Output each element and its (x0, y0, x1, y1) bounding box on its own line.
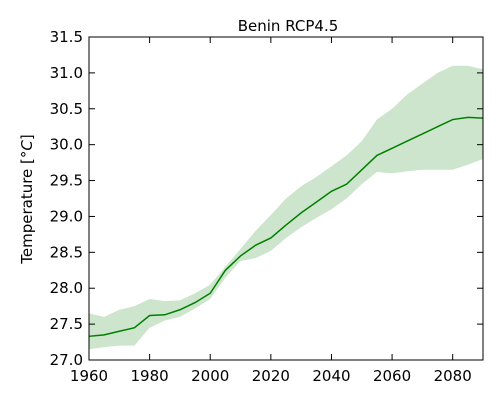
chart-title: Benin RCP4.5 (238, 17, 339, 35)
y-tick-label: 29.0 (50, 207, 83, 225)
x-tick-label: 2020 (252, 367, 290, 385)
uncertainty-band (89, 65, 483, 350)
y-tick-label: 30.5 (50, 100, 83, 118)
axis-ticks: 1960 1980 2000 2020 2040 2060 2080 27.0 27.5 28.0… (50, 28, 483, 385)
y-axis-label-unit: °C (18, 140, 36, 159)
x-tick-label: 2000 (191, 367, 229, 385)
x-tick-label: 2060 (373, 367, 411, 385)
y-tick-label: 27.5 (50, 315, 83, 333)
y-axis-label: Temperature [°C] (18, 134, 36, 264)
y-tick-label: 31.5 (50, 28, 83, 46)
y-tick-label: 31.0 (50, 64, 83, 82)
plot-area (88, 65, 484, 350)
y-tick-label: 28.5 (50, 243, 83, 261)
x-tick-label: 1980 (131, 367, 169, 385)
x-tick-label: 2040 (312, 367, 350, 385)
axes-frame (88, 36, 484, 361)
x-tick-label: 1960 (70, 367, 108, 385)
y-axis-label-close: ] (18, 134, 36, 140)
x-tick-label: 2080 (434, 367, 472, 385)
y-axis-label-text: Temperature [ (18, 158, 36, 265)
y-tick-label: 27.0 (50, 351, 83, 369)
y-tick-label: 28.0 (50, 279, 83, 297)
y-tick-label: 29.5 (50, 172, 83, 190)
y-tick-label: 30.0 (50, 136, 83, 154)
mean-temperature-line (88, 116, 484, 338)
